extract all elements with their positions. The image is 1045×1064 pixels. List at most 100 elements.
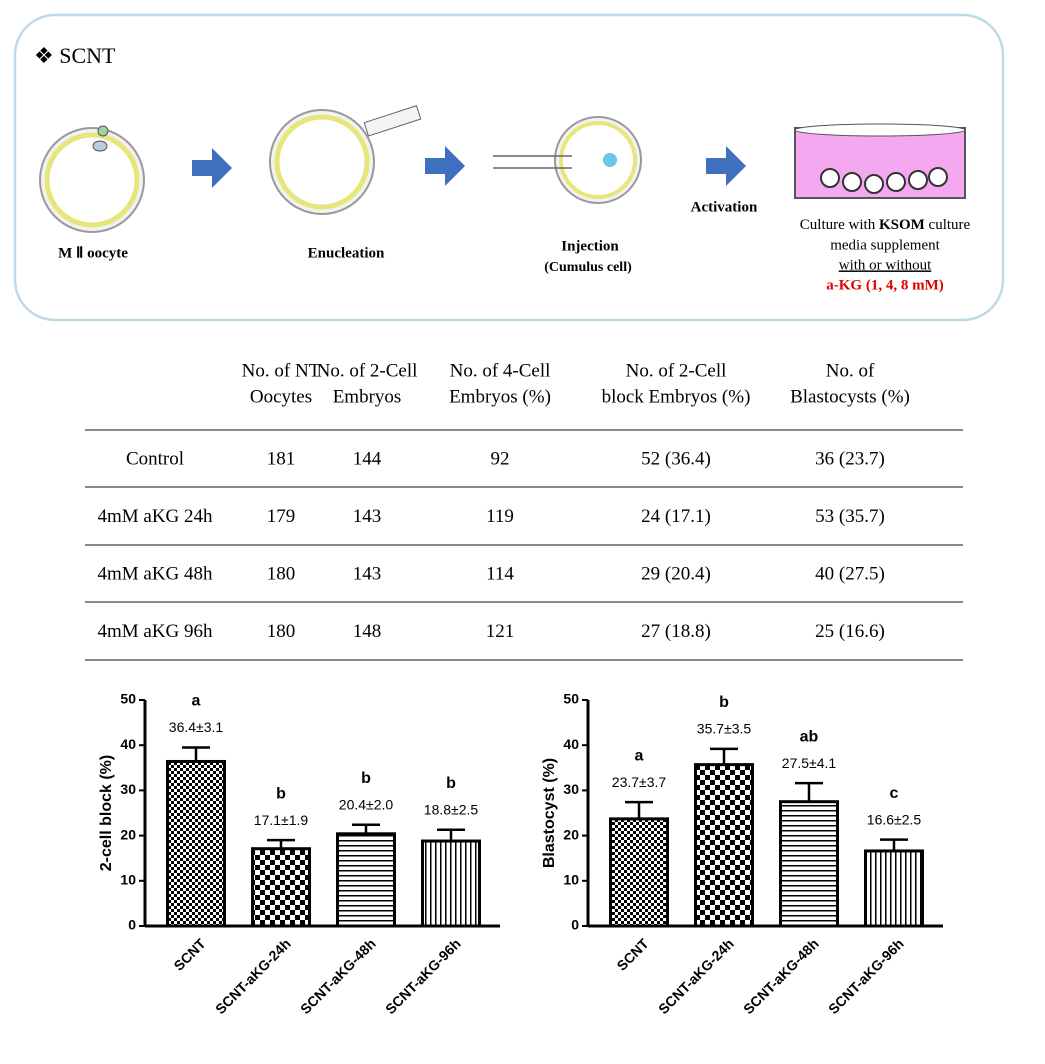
- culture-text: media supplement: [830, 237, 940, 253]
- value-label: 20.4±2.0: [339, 796, 394, 812]
- table-cell: 25 (16.6): [815, 621, 885, 642]
- table-cell: 148: [353, 621, 382, 642]
- table-cell: 36 (23.7): [815, 448, 885, 469]
- significance-letter: b: [276, 785, 286, 802]
- table-cell: 52 (36.4): [641, 448, 711, 469]
- y-tick-label: 10: [120, 872, 136, 888]
- table-cell: 143: [353, 563, 382, 584]
- x-tick-label: SCNT-aKG-96h: [825, 935, 907, 1017]
- bar: [779, 800, 839, 928]
- bar-chart: 0 10 20 30 40 50 2-cell block (%) 36.4±3.1 a SCNT…: [98, 691, 500, 1017]
- y-tick-label: 40: [563, 736, 579, 752]
- y-tick-label: 20: [563, 826, 579, 842]
- arrows: [192, 146, 746, 188]
- diagram: ❖ SCNT M Ⅱ oo: [13, 13, 1005, 322]
- significance-letter: b: [361, 770, 371, 787]
- value-label: 27.5±4.1: [782, 755, 837, 771]
- significance-letter: ab: [800, 728, 819, 745]
- culture-text: Culture with KSOM culture: [800, 217, 971, 233]
- step-label: (Cumulus cell): [544, 260, 632, 275]
- header-cell: No. of 2-Cell: [626, 360, 727, 381]
- significance-letter: b: [446, 775, 456, 792]
- table-cell: 143: [353, 506, 382, 527]
- culture-text: with or without: [839, 257, 932, 273]
- row-label: 4mM aKG 24h: [97, 506, 213, 527]
- bar: [166, 759, 226, 928]
- header-cell: Oocytes: [250, 386, 312, 407]
- y-axis-label: Blastocyst (%): [541, 758, 558, 868]
- header-cell: Embryos (%): [449, 386, 551, 407]
- significance-letter: a: [192, 693, 201, 710]
- table-cell: 180: [267, 621, 296, 642]
- table-cell: 121: [486, 621, 515, 642]
- bar: [864, 849, 924, 928]
- oocyte-injected: [493, 116, 642, 204]
- value-label: 18.8±2.5: [424, 801, 479, 817]
- significance-letter: a: [635, 747, 644, 764]
- y-tick-label: 10: [563, 872, 579, 888]
- x-tick-label: SCNT-aKG-48h: [297, 935, 379, 1017]
- y-tick-label: 0: [128, 917, 136, 933]
- y-tick-label: 50: [120, 691, 136, 707]
- value-label: 23.7±3.7: [612, 774, 667, 790]
- step-label: M Ⅱ oocyte: [58, 245, 128, 261]
- value-label: 35.7±3.5: [697, 721, 752, 737]
- table-cell: 53 (35.7): [815, 506, 885, 527]
- bar: [251, 847, 311, 928]
- table-cell: 119: [486, 506, 514, 527]
- value-label: 17.1±1.9: [254, 812, 309, 828]
- y-tick-label: 0: [571, 917, 579, 933]
- step-label: Injection: [561, 238, 619, 254]
- oocyte: [39, 125, 145, 233]
- table-cell: 179: [267, 506, 296, 527]
- step-label: Enucleation: [308, 245, 385, 261]
- bar: [609, 817, 669, 928]
- table-cell: 40 (27.5): [815, 563, 885, 584]
- y-tick-label: 30: [563, 781, 579, 797]
- bar: [694, 763, 754, 928]
- culture-dish: [794, 123, 966, 199]
- diagram-title: ❖ SCNT: [34, 43, 116, 68]
- header-cell: Embryos: [333, 386, 402, 407]
- value-label: 36.4±3.1: [169, 719, 224, 735]
- x-tick-label: SCNT: [613, 935, 652, 974]
- table-cell: 27 (18.8): [641, 621, 711, 642]
- significance-letter: c: [890, 785, 899, 802]
- table-cell: 144: [353, 448, 382, 469]
- header-cell: No. of: [826, 360, 875, 381]
- row-label: Control: [126, 448, 184, 469]
- header-cell: block Embryos (%): [602, 386, 751, 407]
- table-cell: 24 (17.1): [641, 506, 711, 527]
- x-tick-label: SCNT-aKG-48h: [740, 935, 822, 1017]
- y-tick-label: 50: [563, 691, 579, 707]
- bar-chart: 0 10 20 30 40 50 Blastocyst (%) 23.7±3.7 a SCNT 35…: [541, 691, 943, 1017]
- table-cell: 180: [267, 563, 296, 584]
- header-cell: No. of 2-Cell: [317, 360, 418, 381]
- table-cell: 29 (20.4): [641, 563, 711, 584]
- significance-letter: b: [719, 694, 729, 711]
- oocyte-enucleated: [269, 105, 422, 215]
- y-tick-label: 40: [120, 736, 136, 752]
- x-tick-label: SCNT-aKG-24h: [655, 935, 737, 1017]
- row-label: 4mM aKG 48h: [97, 563, 213, 584]
- y-tick-label: 20: [120, 826, 136, 842]
- charts: 0 10 20 30 40 50 2-cell block (%) 36.4±3.1 a SCNT…: [98, 691, 943, 1017]
- y-axis-label: 2-cell block (%): [98, 755, 115, 871]
- y-tick-label: 30: [120, 781, 136, 797]
- table-cell: 181: [267, 448, 296, 469]
- bar: [421, 839, 481, 928]
- step-label: Activation: [691, 199, 758, 215]
- row-label: 4mM aKG 96h: [97, 621, 213, 642]
- x-tick-label: SCNT-aKG-96h: [382, 935, 464, 1017]
- table-cell: 92: [491, 448, 510, 469]
- header-cell: Blastocysts (%): [790, 386, 910, 407]
- x-tick-label: SCNT: [170, 935, 209, 974]
- x-tick-label: SCNT-aKG-24h: [212, 935, 294, 1017]
- bar: [336, 832, 396, 928]
- culture-text: a-KG (1, 4, 8 mM): [826, 277, 943, 293]
- table-cell: 114: [486, 563, 514, 584]
- value-label: 16.6±2.5: [867, 811, 922, 827]
- header-cell: No. of 4-Cell: [450, 360, 551, 381]
